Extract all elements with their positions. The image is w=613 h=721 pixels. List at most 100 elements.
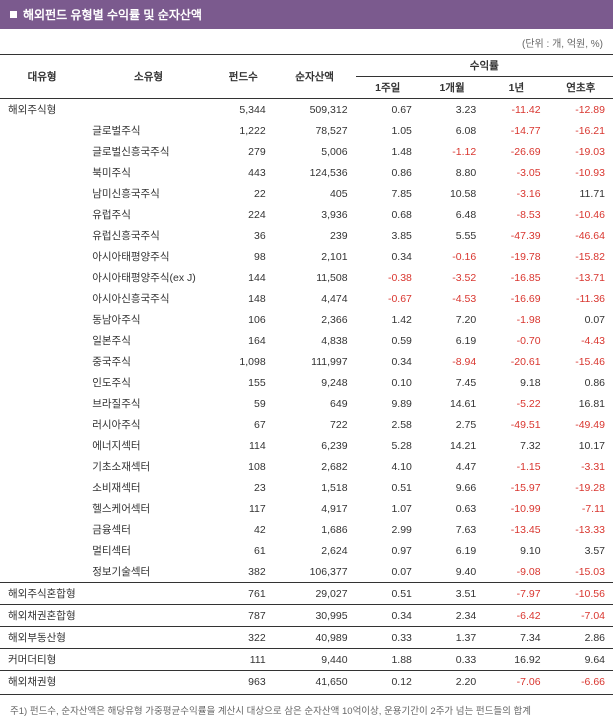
minor-label: 일본주식: [84, 330, 213, 351]
table-cell: -1.98: [484, 309, 548, 330]
table-cell: -26.69: [484, 141, 548, 162]
table-cell: 6,239: [274, 435, 356, 456]
table-row: 금융섹터 421,6862.997.63-13.45-13.33: [0, 519, 613, 540]
table-row-major: 해외주식혼합형 76129,0270.513.51-7.97-10.56: [0, 583, 613, 605]
table-cell: 0.63: [420, 498, 484, 519]
table-cell: 0.51: [356, 583, 420, 605]
table-row: 동남아주식 1062,3661.427.20-1.980.07: [0, 309, 613, 330]
major-label: [0, 498, 84, 519]
table-cell: 6.48: [420, 204, 484, 225]
table-cell: -11.36: [549, 288, 613, 309]
unit-label: (단위 : 개, 억원, %): [0, 29, 613, 54]
table-cell: 16.92: [484, 649, 548, 671]
table-row: 인도주식 1559,2480.107.459.180.86: [0, 372, 613, 393]
col-major: 대유형: [0, 55, 84, 99]
table-cell: 2,682: [274, 456, 356, 477]
table-cell: 5,344: [213, 99, 274, 121]
table-cell: 7.32: [484, 435, 548, 456]
table-cell: -49.49: [549, 414, 613, 435]
minor-label: 글로벌신흥국주식: [84, 141, 213, 162]
table-cell: -16.85: [484, 267, 548, 288]
table-cell: -0.70: [484, 330, 548, 351]
table-cell: 239: [274, 225, 356, 246]
page-title: 해외펀드 유형별 수익률 및 순자산액: [23, 6, 202, 23]
table-cell: 7.63: [420, 519, 484, 540]
table-cell: 963: [213, 671, 274, 693]
major-label: [0, 246, 84, 267]
table-cell: 6.08: [420, 120, 484, 141]
table-cell: 0.97: [356, 540, 420, 561]
table-cell: 649: [274, 393, 356, 414]
major-label: [0, 351, 84, 372]
minor-label: 북미주식: [84, 162, 213, 183]
table-cell: 382: [213, 561, 274, 583]
table-row: 러시아주식 677222.582.75-49.51-49.49: [0, 414, 613, 435]
footnote: 주1) 펀드수, 순자산액은 해당유형 가중평균수익률을 계산시 대상으로 삼은…: [0, 694, 613, 721]
table-cell: -13.33: [549, 519, 613, 540]
table-cell: 405: [274, 183, 356, 204]
major-label: [0, 225, 84, 246]
table-cell: 6.19: [420, 540, 484, 561]
table-cell: 30,995: [274, 605, 356, 627]
table-cell: 224: [213, 204, 274, 225]
minor-label: 아시아태평양주식: [84, 246, 213, 267]
table-row: 유럽주식 2243,9360.686.48-8.53-10.46: [0, 204, 613, 225]
table-cell: -3.16: [484, 183, 548, 204]
minor-label: 러시아주식: [84, 414, 213, 435]
col-return-group: 수익률: [356, 55, 613, 77]
table-cell: -6.42: [484, 605, 548, 627]
table-cell: 9.10: [484, 540, 548, 561]
table-cell: 0.68: [356, 204, 420, 225]
table-cell: 2.86: [549, 627, 613, 649]
table-row: 소비재섹터 231,5180.519.66-15.97-19.28: [0, 477, 613, 498]
table-cell: 5,006: [274, 141, 356, 162]
minor-label: 동남아주식: [84, 309, 213, 330]
table-row: 아시아태평양주식 982,1010.34-0.16-19.78-15.82: [0, 246, 613, 267]
major-label: [0, 456, 84, 477]
table-body: 해외주식형 5,344509,3120.673.23-11.42-12.89 글…: [0, 99, 613, 693]
table-cell: 106,377: [274, 561, 356, 583]
table-cell: 14.61: [420, 393, 484, 414]
table-cell: 0.51: [356, 477, 420, 498]
table-row: 아시아태평양주식(ex J) 14411,508-0.38-3.52-16.85…: [0, 267, 613, 288]
table-cell: 9.89: [356, 393, 420, 414]
table-cell: 787: [213, 605, 274, 627]
major-label: [0, 267, 84, 288]
table-cell: 1,686: [274, 519, 356, 540]
table-cell: 3,936: [274, 204, 356, 225]
major-label: [0, 162, 84, 183]
table-row: 남미신흥국주식 224057.8510.58-3.1611.71: [0, 183, 613, 204]
table-cell: 9.64: [549, 649, 613, 671]
table-row: 기초소재섹터 1082,6824.104.47-1.15-3.31: [0, 456, 613, 477]
minor-label: 남미신흥국주식: [84, 183, 213, 204]
major-label: 해외채권형: [0, 671, 84, 693]
table-cell: 7.45: [420, 372, 484, 393]
table-cell: 2,366: [274, 309, 356, 330]
table-cell: 11,508: [274, 267, 356, 288]
table-header: 대유형 소유형 펀드수 순자산액 수익률 1주일 1개월 1년 연초후: [0, 55, 613, 99]
table-cell: 22: [213, 183, 274, 204]
minor-label: [84, 99, 213, 121]
table-row: 글로벌신흥국주식 2795,0061.48-1.12-26.69-19.03: [0, 141, 613, 162]
major-label: [0, 372, 84, 393]
table-cell: 1.42: [356, 309, 420, 330]
major-label: 해외주식형: [0, 99, 84, 121]
table-cell: 1,222: [213, 120, 274, 141]
table-cell: 3.85: [356, 225, 420, 246]
table-cell: -20.61: [484, 351, 548, 372]
table-cell: 722: [274, 414, 356, 435]
table-cell: -3.31: [549, 456, 613, 477]
table-row: 헬스케어섹터 1174,9171.070.63-10.99-7.11: [0, 498, 613, 519]
table-cell: 2,101: [274, 246, 356, 267]
table-cell: -12.89: [549, 99, 613, 121]
table-cell: 108: [213, 456, 274, 477]
minor-label: 아시아태평양주식(ex J): [84, 267, 213, 288]
table-cell: 1.07: [356, 498, 420, 519]
table-cell: -14.77: [484, 120, 548, 141]
major-label: [0, 120, 84, 141]
minor-label: 유럽주식: [84, 204, 213, 225]
table-cell: -15.82: [549, 246, 613, 267]
col-r1m: 1개월: [420, 77, 484, 99]
col-minor: 소유형: [84, 55, 213, 99]
table-cell: 2,624: [274, 540, 356, 561]
